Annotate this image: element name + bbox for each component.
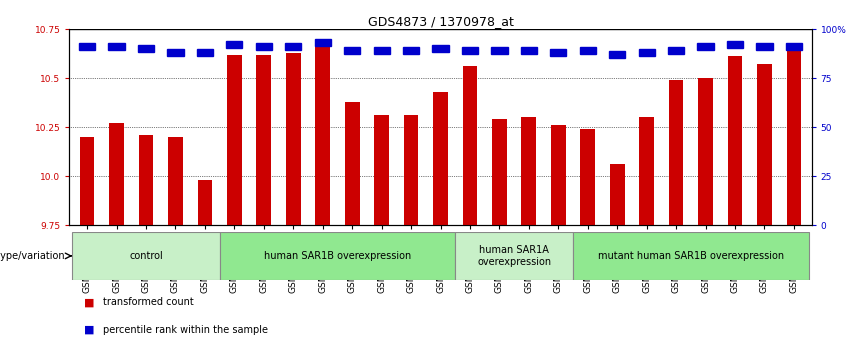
Bar xyxy=(786,43,802,50)
Bar xyxy=(757,64,772,225)
Bar xyxy=(610,164,625,225)
Bar xyxy=(640,117,654,225)
Bar xyxy=(492,119,507,225)
Bar xyxy=(220,232,455,280)
Bar xyxy=(698,78,713,225)
Bar xyxy=(79,43,95,50)
Bar xyxy=(668,80,683,225)
Text: human SAR1B overexpression: human SAR1B overexpression xyxy=(264,251,411,261)
Bar xyxy=(551,125,566,225)
Text: human SAR1A
overexpression: human SAR1A overexpression xyxy=(477,245,551,267)
Bar xyxy=(698,43,713,50)
Bar xyxy=(197,49,213,56)
Bar xyxy=(727,41,743,48)
Bar xyxy=(168,49,183,56)
Bar xyxy=(756,43,773,50)
Bar xyxy=(521,47,537,54)
Text: ■: ■ xyxy=(84,325,95,335)
Text: genotype/variation: genotype/variation xyxy=(0,251,65,261)
Bar xyxy=(373,47,390,54)
Bar xyxy=(403,47,419,54)
Bar xyxy=(256,54,271,225)
Text: ■: ■ xyxy=(84,297,95,307)
Bar xyxy=(491,47,508,54)
Bar xyxy=(462,47,478,54)
Bar xyxy=(286,43,301,50)
Bar xyxy=(72,232,220,280)
Bar xyxy=(463,66,477,225)
Bar xyxy=(727,57,742,225)
Bar xyxy=(138,45,155,52)
Text: percentile rank within the sample: percentile rank within the sample xyxy=(102,325,268,335)
Bar xyxy=(109,123,124,225)
Bar xyxy=(315,45,330,225)
Bar xyxy=(455,232,573,280)
Bar xyxy=(609,51,625,58)
Text: transformed count: transformed count xyxy=(102,297,194,307)
Bar xyxy=(139,135,154,225)
Bar xyxy=(432,45,449,52)
Bar xyxy=(345,102,359,225)
Bar xyxy=(580,47,595,54)
Bar xyxy=(581,129,595,225)
Bar xyxy=(227,54,241,225)
Bar xyxy=(168,137,183,225)
Bar xyxy=(433,92,448,225)
Bar xyxy=(344,47,360,54)
Title: GDS4873 / 1370978_at: GDS4873 / 1370978_at xyxy=(367,15,514,28)
Bar xyxy=(286,53,300,225)
Text: mutant human SAR1B overexpression: mutant human SAR1B overexpression xyxy=(598,251,784,261)
Bar xyxy=(573,232,809,280)
Bar xyxy=(198,180,213,225)
Bar xyxy=(256,43,272,50)
Bar xyxy=(108,43,125,50)
Bar xyxy=(786,45,801,225)
Bar xyxy=(404,115,418,225)
Bar xyxy=(80,137,95,225)
Bar xyxy=(227,41,242,48)
Text: control: control xyxy=(129,251,163,261)
Bar xyxy=(522,117,536,225)
Bar xyxy=(668,47,684,54)
Bar xyxy=(374,115,389,225)
Bar xyxy=(550,49,567,56)
Bar xyxy=(639,49,654,56)
Bar xyxy=(314,39,331,46)
